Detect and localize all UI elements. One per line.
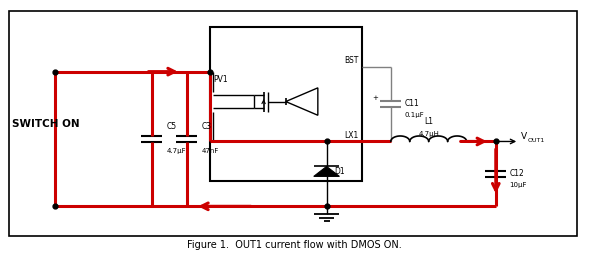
Text: +: +	[373, 94, 379, 100]
Text: C5: C5	[167, 121, 177, 130]
Text: V: V	[521, 132, 527, 141]
Text: 47nF: 47nF	[201, 148, 219, 154]
Text: Figure 1.  OUT1 current flow with DMOS ON.: Figure 1. OUT1 current flow with DMOS ON…	[187, 239, 402, 249]
Text: PV1: PV1	[213, 75, 227, 84]
Text: OUT1: OUT1	[528, 137, 545, 142]
Text: C12: C12	[509, 168, 524, 178]
Text: 4.7μH: 4.7μH	[418, 131, 439, 136]
Text: C11: C11	[404, 99, 419, 108]
Bar	[210, 28, 362, 182]
Text: 10μF: 10μF	[509, 181, 527, 187]
Text: LX1: LX1	[345, 131, 359, 139]
Text: SWITCH ON: SWITCH ON	[12, 118, 79, 128]
Text: 4.7μF: 4.7μF	[167, 148, 186, 154]
Text: D1: D1	[334, 166, 345, 175]
Text: 0.1μF: 0.1μF	[404, 111, 424, 117]
Text: L1: L1	[424, 117, 433, 126]
Polygon shape	[314, 167, 339, 177]
Text: BST: BST	[345, 56, 359, 65]
Text: C3: C3	[201, 121, 212, 130]
